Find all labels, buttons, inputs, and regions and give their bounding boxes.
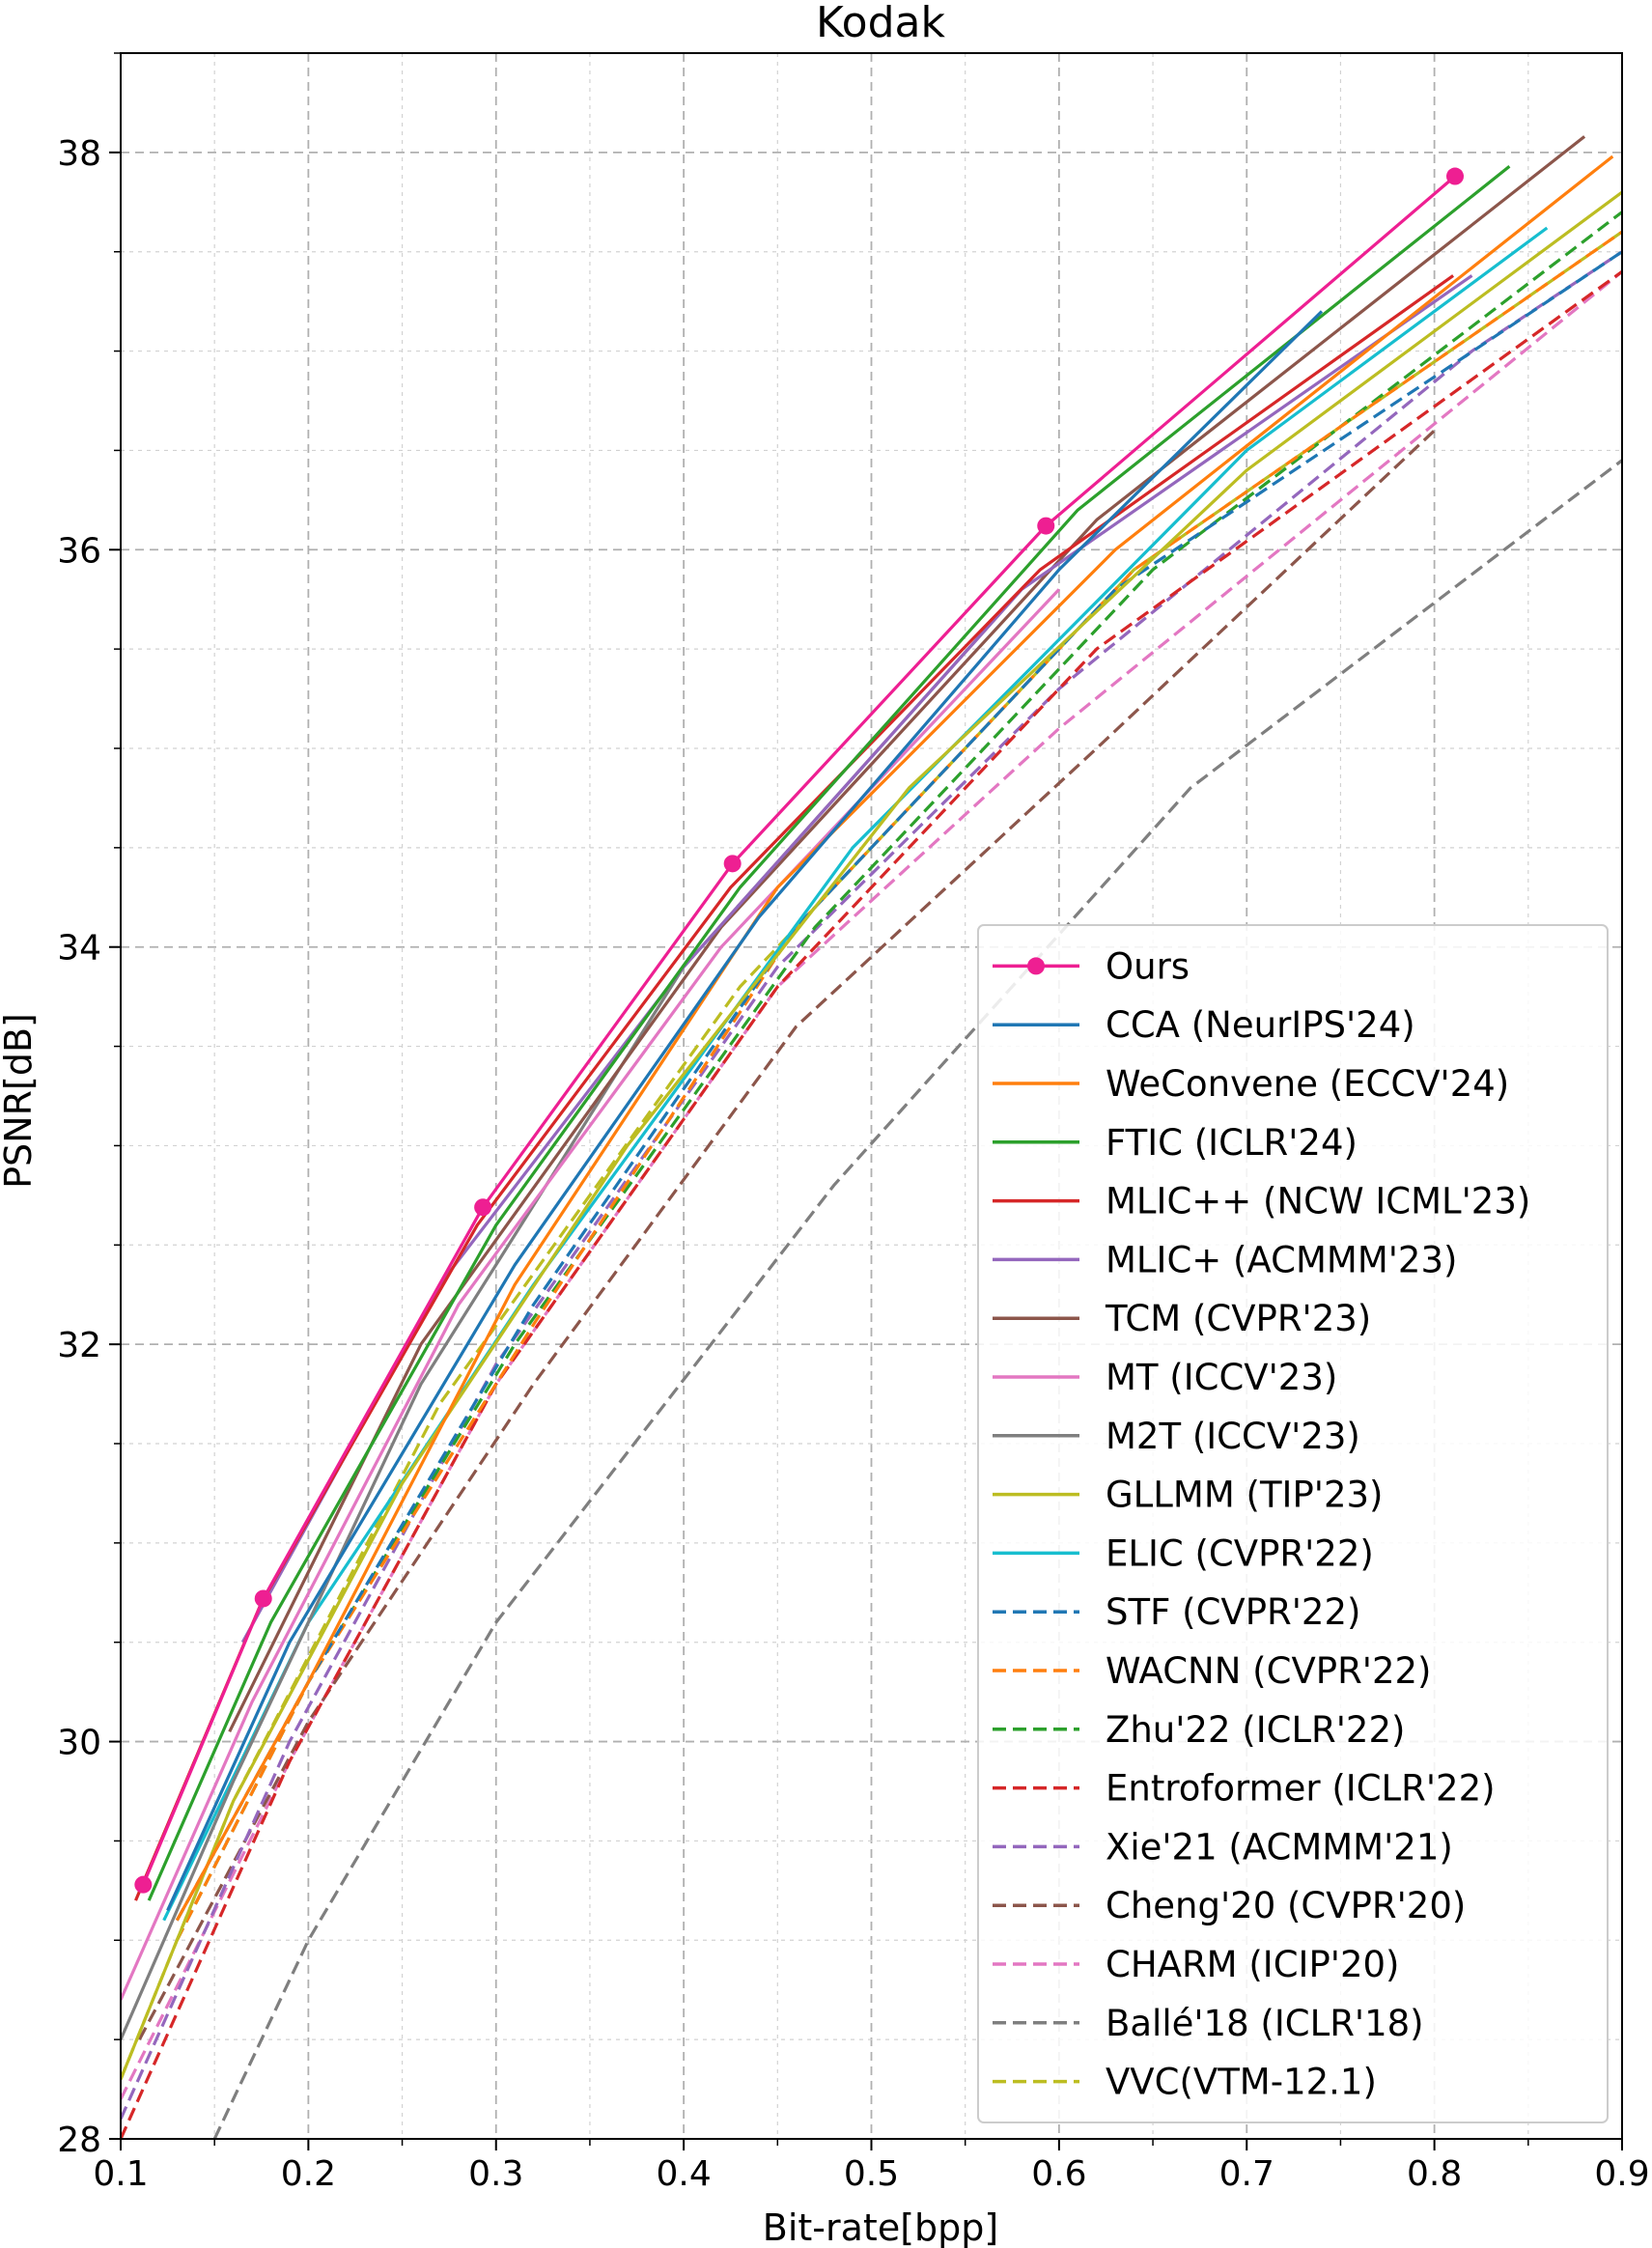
legend-label: M2T (ICCV'23) xyxy=(1106,1416,1360,1457)
legend-label: TCM (CVPR'23) xyxy=(1105,1298,1371,1339)
x-tick-label: 0.7 xyxy=(1219,2154,1274,2194)
legend-label: GLLMM (TIP'23) xyxy=(1106,1475,1383,1516)
legend-marker xyxy=(1027,957,1045,975)
data-point-ours xyxy=(1037,517,1055,535)
legend: Ours CCA (NeurIPS'24) WeConvene (ECCV'24) F… xyxy=(977,924,1609,2123)
data-point-ours xyxy=(1446,167,1465,185)
x-tick-label: 0.1 xyxy=(93,2154,148,2194)
y-tick-label: 32 xyxy=(57,1326,101,1365)
legend-label: MT (ICCV'23) xyxy=(1106,1357,1337,1398)
y-tick-label: 34 xyxy=(57,929,101,969)
series-line-xie-21-acmmm-21 xyxy=(121,250,1622,2121)
series-line-ours xyxy=(141,175,1457,1886)
x-tick-label: 0.5 xyxy=(844,2154,899,2194)
chart-title: Kodak xyxy=(816,0,945,47)
legend-label: Cheng'20 (CVPR'20) xyxy=(1106,1885,1466,1926)
series-line-gllmm-tip-23 xyxy=(121,190,1622,2080)
legend-label: MLIC++ (NCW ICML'23) xyxy=(1106,1181,1530,1222)
legend-label: VVC(VTM-12.1) xyxy=(1106,2062,1377,2103)
series-line-mt-iccv-23 xyxy=(121,588,1061,2001)
series-line-entroformer-iclr-22 xyxy=(121,270,1622,2139)
legend-label: Ours xyxy=(1106,945,1190,987)
series-line-cheng-20-cvpr-20 xyxy=(137,429,1436,2040)
legend-label: FTIC (ICLR'24) xyxy=(1106,1122,1358,1164)
legend-label: CHARM (ICIP'20) xyxy=(1106,1944,1399,1985)
series-line-weconvene-eccv-24 xyxy=(175,155,1614,1922)
data-point-ours xyxy=(723,855,742,873)
y-tick-label: 36 xyxy=(57,531,101,571)
legend-label: ELIC (CVPR'22) xyxy=(1106,1532,1374,1574)
legend-label: CCA (NeurIPS'24) xyxy=(1106,1004,1415,1046)
legend-label: WACNN (CVPR'22) xyxy=(1106,1650,1431,1692)
series-line-cca-neurips-24 xyxy=(166,310,1324,1912)
legend-label: MLIC+ (ACMMM'23) xyxy=(1106,1239,1457,1280)
legend-label: Entroformer (ICLR'22) xyxy=(1106,1768,1496,1810)
y-tick-label: 38 xyxy=(57,134,101,174)
legend-label: Ballé'18 (ICLR'18) xyxy=(1106,2003,1424,2044)
y-tick-label: 28 xyxy=(57,2121,101,2160)
legend-label: Zhu'22 (ICLR'22) xyxy=(1106,1709,1405,1751)
legend-box xyxy=(977,924,1609,2123)
x-axis-label: Bit-rate[bpp] xyxy=(763,2206,998,2248)
series-group xyxy=(121,135,1622,2139)
legend-label: Xie'21 (ACMMM'21) xyxy=(1106,1826,1453,1868)
x-tick-label: 0.6 xyxy=(1031,2154,1086,2194)
y-axis-label: PSNR[dB] xyxy=(0,1013,40,1189)
x-tick-label: 0.9 xyxy=(1594,2154,1649,2194)
legend-label: STF (CVPR'22) xyxy=(1106,1591,1360,1633)
x-tick-label: 0.3 xyxy=(468,2154,523,2194)
data-point-ours xyxy=(254,1589,272,1608)
x-tick-label: 0.8 xyxy=(1407,2154,1462,2194)
data-point-ours xyxy=(474,1198,492,1217)
legend-label: WeConvene (ECCV'24) xyxy=(1106,1063,1509,1105)
axis-ticks: 0.1 0.2 0.3 0.4 0.5 0.6 0.7 0.8 0.9 28 30 32 34 36 38 xyxy=(57,52,1650,2194)
y-tick-label: 30 xyxy=(57,1724,101,1763)
series-line-zhu-22-iclr-22 xyxy=(175,211,1622,1942)
series-line-ftic-iclr-24 xyxy=(147,165,1511,1901)
x-tick-label: 0.2 xyxy=(281,2154,336,2194)
x-tick-label: 0.4 xyxy=(656,2154,711,2194)
data-point-ours xyxy=(134,1875,153,1894)
series-line-charm-icip-20 xyxy=(121,270,1622,2100)
series-line-ball-18-iclr-18 xyxy=(212,459,1622,2139)
